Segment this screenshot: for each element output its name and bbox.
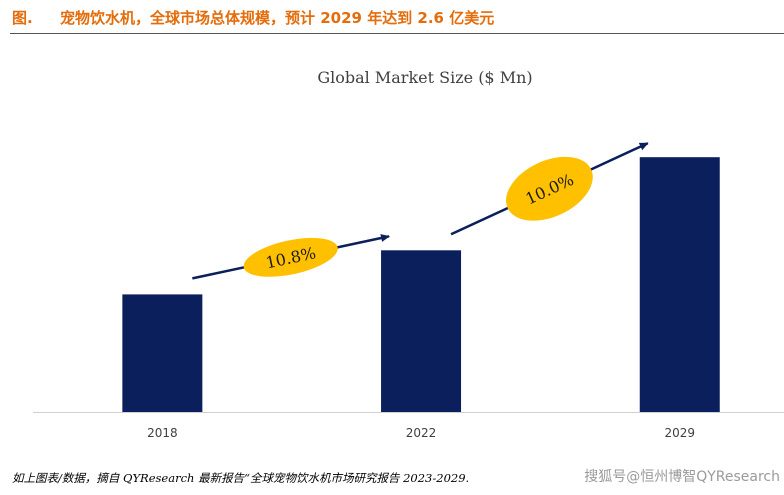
bar-2022 <box>381 250 462 412</box>
cagr-badge-2 <box>506 156 593 221</box>
bar-2018 <box>122 294 203 412</box>
figure-label: 图. <box>12 8 33 27</box>
header-divider <box>10 33 784 34</box>
x-tick-label-2018: 2018 <box>147 426 178 440</box>
source-note: 如上图表/数据，摘自 QYResearch 最新报告“全球宠物饮水机市场研究报告… <box>12 471 470 485</box>
bar-2029 <box>639 157 720 412</box>
figure-title: 宠物饮水机，全球市场总体规模，预计 2029 年达到 2.6 亿美元 <box>60 8 495 27</box>
x-tick-label-2022: 2022 <box>406 426 437 440</box>
chart-title: Global Market Size ($ Mn) <box>317 68 533 87</box>
cagr-badge-1 <box>243 237 338 277</box>
x-tick-label-2029: 2029 <box>664 426 695 440</box>
figure-header: 图. 宠物饮水机，全球市场总体规模，预计 2029 年达到 2.6 亿美元 <box>12 4 772 30</box>
watermark: 搜狐号@恒州博智QYResearch <box>584 469 780 485</box>
